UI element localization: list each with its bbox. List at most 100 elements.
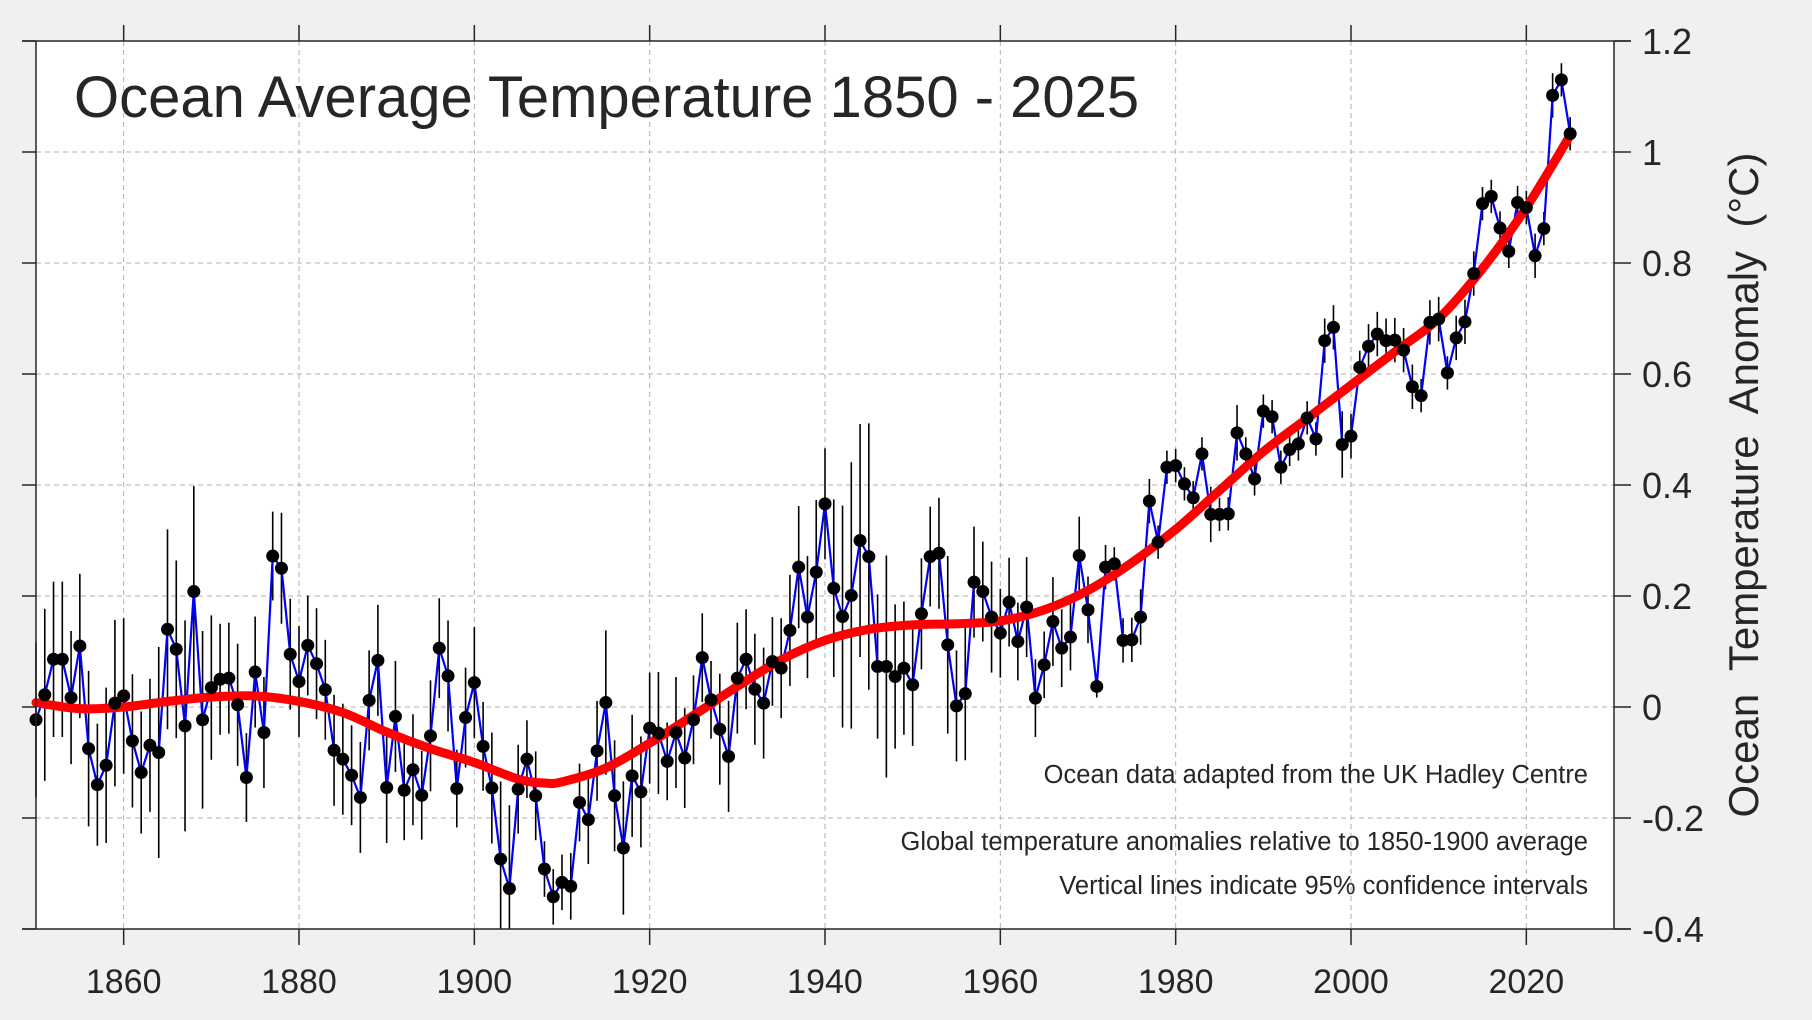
- data-point: [1344, 429, 1358, 443]
- data-point: [660, 754, 674, 768]
- smoothed-trend-layer: [31, 130, 1575, 789]
- y-tick-label: -0.4: [1642, 909, 1704, 950]
- data-points: [29, 73, 1577, 904]
- data-point: [1484, 189, 1498, 203]
- data-point: [1195, 447, 1209, 461]
- data-point: [1449, 331, 1463, 345]
- data-point: [1177, 477, 1191, 491]
- data-point: [231, 698, 245, 712]
- data-point: [178, 719, 192, 733]
- data-point: [976, 585, 990, 599]
- data-point: [55, 652, 69, 666]
- data-point: [722, 749, 736, 763]
- data-point: [1037, 658, 1051, 672]
- data-point: [353, 790, 367, 804]
- y-tick-label: 0.4: [1642, 465, 1692, 506]
- data-point: [1537, 222, 1551, 236]
- data-point: [1248, 472, 1262, 486]
- data-point: [38, 688, 52, 702]
- data-point: [950, 699, 963, 713]
- x-tick-label: 1980: [1138, 963, 1214, 1001]
- data-point: [1353, 360, 1367, 374]
- data-point: [1414, 389, 1428, 403]
- data-point: [362, 693, 376, 707]
- data-point: [450, 782, 464, 796]
- data-point: [432, 641, 446, 655]
- data-point: [520, 752, 534, 766]
- data-point: [1239, 447, 1253, 461]
- data-point: [476, 739, 490, 753]
- data-point: [388, 709, 402, 723]
- data-point: [1081, 603, 1095, 617]
- annotation-confidence: Vertical lines indicate 95% confidence i…: [1059, 872, 1588, 900]
- data-point: [424, 729, 437, 743]
- data-point: [1476, 197, 1489, 211]
- data-point: [757, 696, 771, 710]
- y-axis-label: Ocean Temperature Anomaly (°C): [1720, 153, 1767, 818]
- y-tick-label: 0.2: [1642, 576, 1692, 617]
- data-point: [1388, 333, 1402, 347]
- data-point: [1309, 432, 1323, 446]
- y-tick-label: 1.2: [1642, 21, 1692, 62]
- y-tick-label: 0.8: [1642, 243, 1692, 284]
- data-point: [836, 610, 850, 624]
- data-point: [1362, 339, 1376, 353]
- x-tick-label: 1940: [787, 963, 863, 1001]
- data-point: [239, 770, 253, 784]
- data-point: [993, 626, 1007, 640]
- data-point: [90, 778, 104, 792]
- data-point: [827, 581, 841, 595]
- x-tick-label: 2020: [1489, 963, 1565, 1001]
- data-point: [1405, 380, 1419, 394]
- data-point: [687, 713, 700, 727]
- data-point: [494, 852, 508, 866]
- data-point: [1326, 320, 1340, 334]
- data-point: [327, 743, 341, 757]
- data-point: [108, 696, 122, 710]
- data-point: [406, 763, 420, 777]
- data-point: [774, 661, 788, 675]
- data-point: [248, 665, 262, 679]
- data-point: [1011, 635, 1025, 649]
- data-point: [669, 726, 683, 740]
- data-point: [371, 653, 385, 667]
- data-point: [678, 751, 692, 765]
- data-point: [783, 623, 797, 637]
- data-point: [134, 765, 148, 779]
- data-point: [459, 711, 473, 725]
- data-point: [1432, 312, 1446, 326]
- data-point: [792, 560, 806, 574]
- y-tick-label: 0.6: [1642, 354, 1692, 395]
- data-point: [739, 652, 753, 666]
- data-point: [651, 726, 665, 740]
- data-point: [1467, 267, 1481, 281]
- y-tick-label: -0.2: [1642, 798, 1704, 839]
- data-point: [143, 738, 157, 752]
- data-point: [441, 669, 455, 683]
- data-point: [1107, 557, 1121, 571]
- y-tick-label: 1: [1642, 132, 1662, 173]
- data-point: [888, 669, 902, 683]
- data-point: [82, 742, 96, 756]
- data-point: [467, 676, 481, 690]
- x-tick-label: 1880: [261, 963, 337, 1001]
- data-point: [257, 726, 271, 740]
- data-point: [818, 497, 832, 511]
- data-point: [1265, 410, 1279, 424]
- data-point: [1274, 460, 1288, 474]
- data-point: [1458, 315, 1472, 329]
- data-point: [292, 674, 306, 688]
- data-point: [415, 788, 429, 802]
- data-point: [99, 758, 113, 772]
- data-point: [1046, 615, 1060, 629]
- x-tick-label: 1860: [86, 963, 162, 1001]
- data-point: [634, 785, 648, 799]
- data-point: [318, 683, 332, 697]
- data-point: [73, 639, 87, 653]
- data-point: [862, 550, 876, 564]
- data-point: [152, 746, 166, 760]
- data-point: [1186, 491, 1200, 505]
- data-point: [1563, 127, 1577, 141]
- data-point: [1335, 437, 1349, 451]
